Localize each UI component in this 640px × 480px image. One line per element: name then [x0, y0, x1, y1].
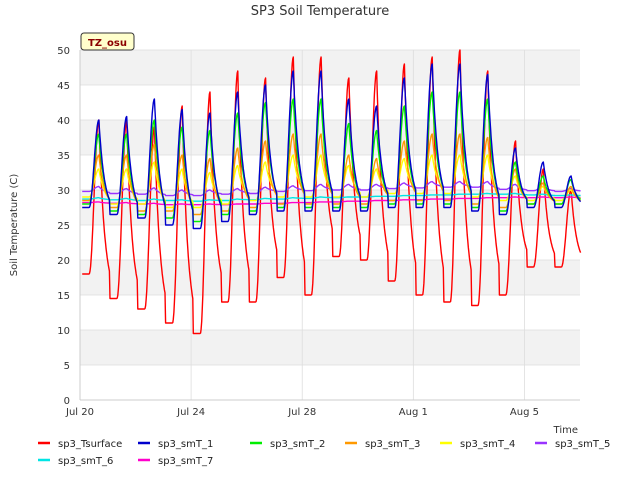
- badge-box: [80, 32, 135, 51]
- x-tick-label: Jul 24: [176, 407, 205, 418]
- x-tick-label: Jul 28: [287, 407, 316, 418]
- plot-area: [79, 49, 582, 401]
- x-tick-label: Aug 5: [510, 407, 539, 418]
- series-line-sp3_Tsurface: [82, 49, 582, 335]
- grid-band: [80, 330, 580, 365]
- x-tick-label: Jul 20: [65, 407, 94, 418]
- y-tick-label: 30: [57, 186, 70, 197]
- legend-label-sp3_smT_3: sp3_smT_3: [365, 439, 420, 450]
- chart-title: SP3 Soil Temperature: [251, 4, 389, 19]
- y-tick-label: 0: [64, 396, 70, 407]
- y-tick-label: 10: [57, 326, 70, 337]
- legend-label-sp3_smT_6: sp3_smT_6: [58, 456, 113, 467]
- y-tick-label: 35: [57, 151, 70, 162]
- y-axis-label: Soil Temperature (C): [9, 174, 20, 277]
- y-tick-label: 25: [57, 221, 70, 232]
- y-tick-labels: 0 5 10 15 20 25 30 35 40 45 50: [57, 46, 70, 407]
- y-tick-label: 5: [64, 361, 70, 372]
- legend-label-sp3_smT_1: sp3_smT_1: [158, 439, 213, 450]
- y-tick-label: 20: [57, 256, 70, 267]
- legend-label-sp3_smT_5: sp3_smT_5: [555, 439, 610, 450]
- grid-band: [80, 50, 580, 85]
- y-tick-label: 50: [57, 46, 70, 57]
- badge-label: TZ_osu: [88, 38, 127, 49]
- legend-label-sp3_smT_4: sp3_smT_4: [460, 439, 515, 450]
- legend-label-sp3_smT_7: sp3_smT_7: [158, 456, 213, 467]
- y-tick-label: 15: [57, 291, 70, 302]
- legend: sp3_Tsurface sp3_smT_1 sp3_smT_2 sp3_smT_3 s…: [38, 439, 610, 467]
- x-tick-label: Aug 1: [399, 407, 428, 418]
- y-tick-label: 40: [57, 116, 70, 127]
- grid-band: [80, 260, 580, 295]
- series-line-sp3_smT_1: [82, 63, 582, 230]
- series-lines: [82, 49, 582, 335]
- grid-bands: [80, 50, 580, 365]
- legend-label-sp3_Tsurface: sp3_Tsurface: [58, 439, 122, 450]
- y-tick-label: 45: [57, 81, 70, 92]
- station-badge: TZ_osu: [80, 32, 135, 51]
- x-axis-label: Time: [553, 425, 578, 436]
- legend-label-sp3_smT_2: sp3_smT_2: [270, 439, 325, 450]
- grid-band: [80, 120, 580, 155]
- x-tick-labels: Jul 20 Jul 24 Jul 28 Aug 1 Aug 5: [65, 407, 539, 418]
